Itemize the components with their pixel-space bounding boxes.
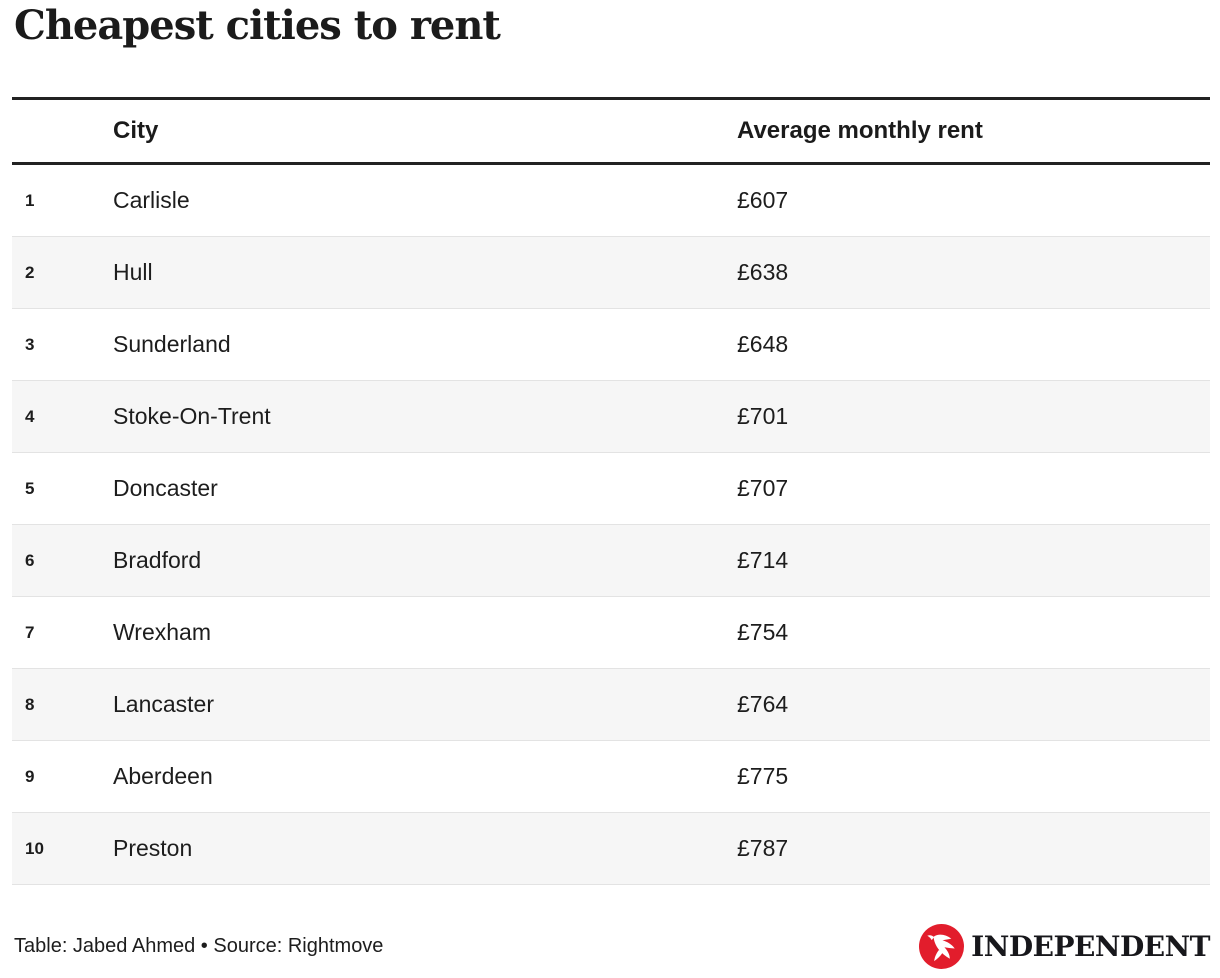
table-row: 2 Hull £638 <box>12 237 1210 309</box>
table-row: 7 Wrexham £754 <box>12 597 1210 669</box>
table-row: 8 Lancaster £764 <box>12 669 1210 741</box>
rent-cell: £775 <box>737 763 789 789</box>
independent-wordmark: INDEPENDENT <box>971 929 1210 963</box>
city-cell: Bradford <box>113 547 202 573</box>
city-cell: Sunderland <box>113 331 231 357</box>
header-city: City <box>113 117 159 144</box>
footer: Table: Jabed Ahmed • Source: Rightmove I… <box>14 918 1210 974</box>
rank-cell: 6 <box>25 550 35 570</box>
rent-cell: £787 <box>737 835 789 861</box>
rent-cell: £701 <box>737 403 789 429</box>
rank-cell: 10 <box>25 838 44 858</box>
table-row: 3 Sunderland £648 <box>12 309 1210 381</box>
rank-cell: 2 <box>25 262 35 282</box>
rank-cell: 7 <box>25 622 35 642</box>
city-cell: Aberdeen <box>113 763 213 789</box>
city-cell: Lancaster <box>113 691 215 717</box>
rent-cell: £764 <box>737 691 789 717</box>
rank-cell: 9 <box>25 766 35 786</box>
city-cell: Doncaster <box>113 475 218 501</box>
table-row: 9 Aberdeen £775 <box>12 741 1210 813</box>
table-row: 5 Doncaster £707 <box>12 453 1210 525</box>
rank-cell: 8 <box>25 694 35 714</box>
rank-cell: 1 <box>25 190 35 210</box>
table-row: 4 Stoke-On-Trent £701 <box>12 381 1210 453</box>
rent-cell: £754 <box>737 619 789 645</box>
table-credit: Table: Jabed Ahmed • Source: Rightmove <box>14 934 384 957</box>
city-cell: Stoke-On-Trent <box>113 403 271 429</box>
table-row: 1 Carlisle £607 <box>12 165 1210 237</box>
independent-eagle-icon <box>919 923 965 969</box>
rent-cell: £707 <box>737 475 789 501</box>
rank-cell: 4 <box>25 406 35 426</box>
rent-cell: £607 <box>737 187 789 213</box>
city-cell: Wrexham <box>113 619 211 645</box>
table-row: 6 Bradford £714 <box>12 525 1210 597</box>
independent-logo: INDEPENDENT <box>919 923 1210 969</box>
rent-table: City Average monthly rent 1 Carlisle £60… <box>12 97 1210 885</box>
rent-cell: £714 <box>737 547 789 573</box>
city-cell: Hull <box>113 259 153 285</box>
table-row: 10 Preston £787 <box>12 813 1210 885</box>
rent-cell: £648 <box>737 331 789 357</box>
rent-cell: £638 <box>737 259 789 285</box>
header-rent: Average monthly rent <box>737 117 983 144</box>
rank-cell: 5 <box>25 478 35 498</box>
rank-cell: 3 <box>25 334 35 354</box>
table-header-row: City Average monthly rent <box>12 97 1210 165</box>
city-cell: Carlisle <box>113 187 190 213</box>
city-cell: Preston <box>113 835 193 861</box>
page-title: Cheapest cities to rent <box>14 2 501 49</box>
